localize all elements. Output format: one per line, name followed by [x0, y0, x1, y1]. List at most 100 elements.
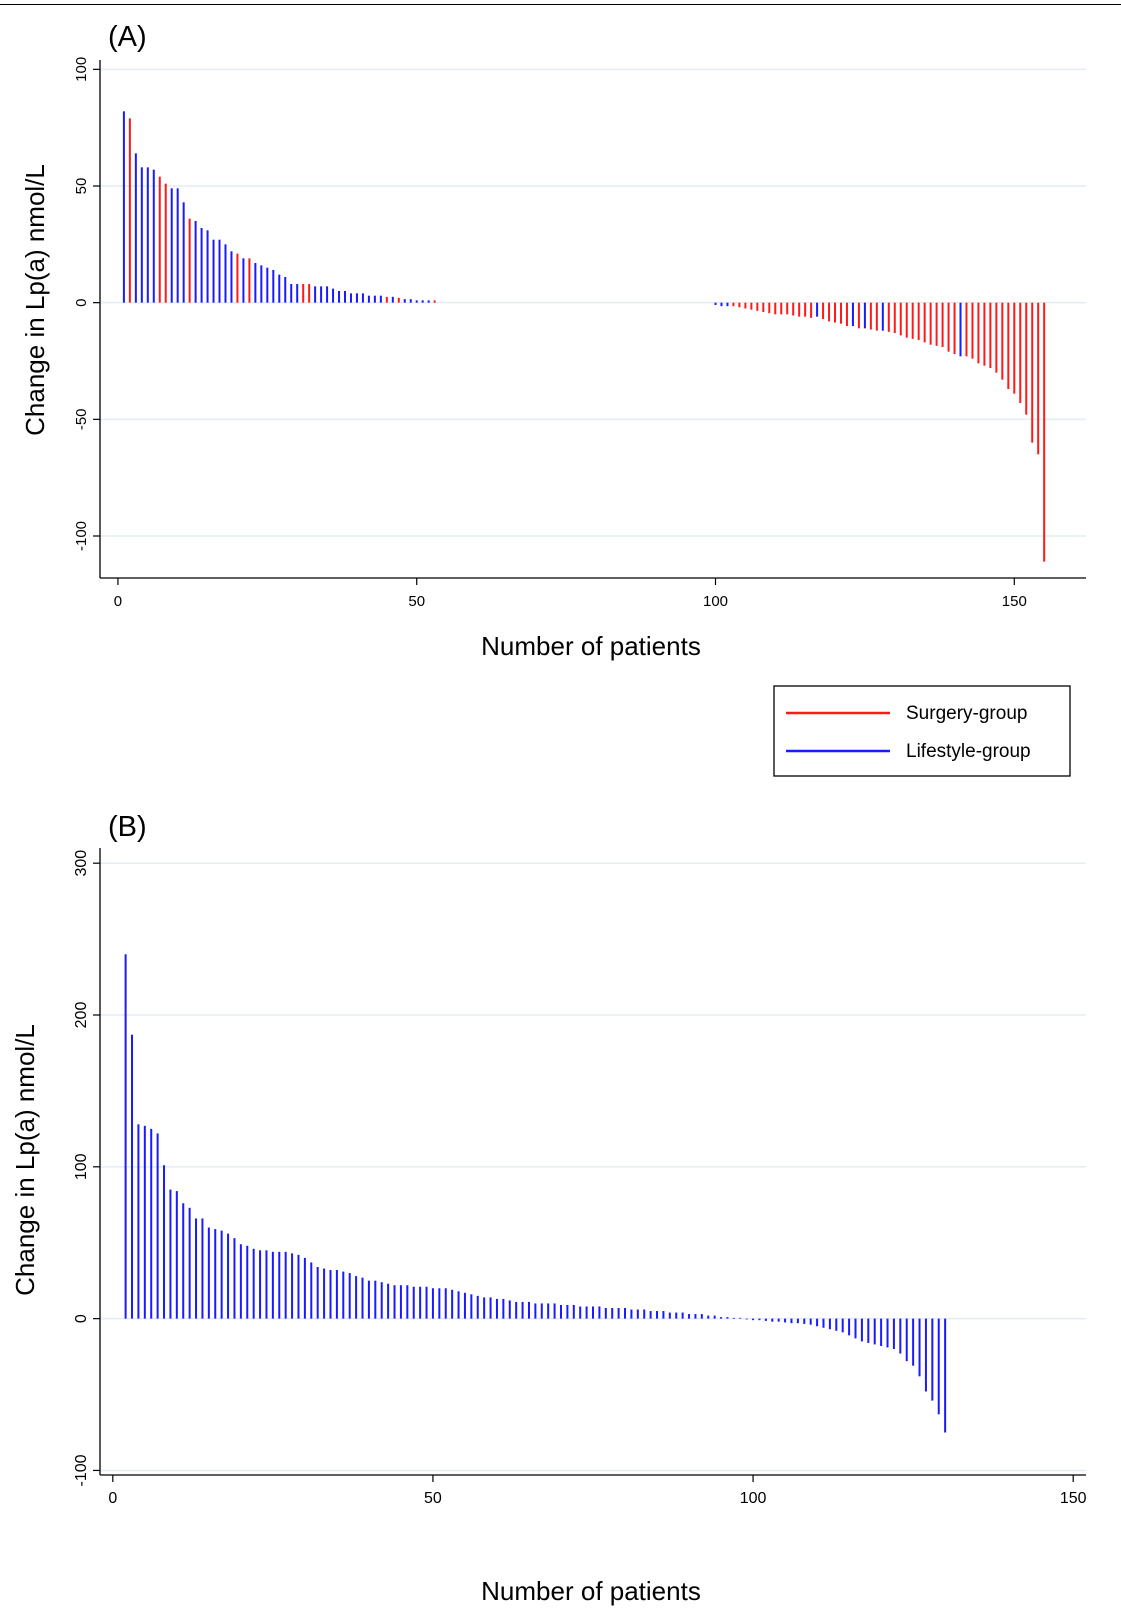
- bar-surgery: [923, 302, 926, 343]
- bar-lifestyle: [796, 1318, 799, 1324]
- bar-lifestyle: [335, 1270, 338, 1319]
- bar-surgery: [433, 300, 436, 303]
- bar-lifestyle: [431, 1288, 434, 1319]
- bar-lifestyle: [592, 1306, 594, 1319]
- bar-surgery: [875, 302, 878, 331]
- bar-lifestyle: [134, 153, 137, 303]
- bar-lifestyle: [809, 1318, 812, 1325]
- bar-lifestyle: [937, 1318, 940, 1415]
- bar-surgery: [893, 302, 896, 333]
- bar-lifestyle: [220, 1230, 223, 1319]
- bar-lifestyle: [656, 1311, 659, 1319]
- bar-lifestyle: [694, 1314, 697, 1319]
- bar-surgery: [188, 218, 191, 303]
- bar-surgery: [828, 302, 831, 322]
- bar-lifestyle: [218, 239, 221, 303]
- bar-lifestyle: [415, 300, 418, 303]
- bar-surgery: [965, 302, 968, 357]
- bar-surgery: [834, 302, 837, 323]
- bar-lifestyle: [278, 274, 281, 303]
- bar-surgery: [977, 302, 980, 364]
- bar-surgery: [822, 302, 825, 319]
- bar-lifestyle: [771, 1318, 774, 1322]
- x-tick-label: 0: [108, 1490, 117, 1507]
- bar-lifestyle: [598, 1306, 601, 1319]
- bar-lifestyle: [508, 1300, 511, 1319]
- bar-lifestyle: [649, 1311, 652, 1319]
- bar-surgery: [1013, 302, 1016, 394]
- bar-lifestyle: [252, 1248, 255, 1319]
- bar-lifestyle: [242, 258, 245, 303]
- bar-lifestyle: [310, 1262, 313, 1319]
- bar-lifestyle: [444, 1288, 447, 1319]
- bar-surgery: [308, 284, 311, 303]
- bar-lifestyle: [726, 1317, 729, 1319]
- bar-lifestyle: [380, 1282, 383, 1319]
- bar-lifestyle: [681, 1312, 684, 1319]
- bar-lifestyle: [764, 1318, 767, 1321]
- bar-surgery: [792, 302, 795, 316]
- y-tick-label: 300: [73, 850, 90, 877]
- bar-lifestyle: [143, 1125, 146, 1319]
- y-tick-label: 0: [73, 1314, 90, 1323]
- bar-surgery: [804, 302, 807, 317]
- bar-lifestyle: [361, 1277, 364, 1319]
- bar-lifestyle: [260, 265, 263, 303]
- bar-lifestyle: [816, 1318, 819, 1327]
- bar-lifestyle: [182, 202, 185, 303]
- bar-lifestyle: [332, 288, 335, 303]
- bar-lifestyle: [931, 1318, 934, 1401]
- bar-lifestyle: [254, 263, 257, 303]
- panel-label: (A): [108, 21, 147, 53]
- bar-lifestyle: [790, 1318, 793, 1324]
- bar-lifestyle: [572, 1304, 575, 1319]
- bar-lifestyle: [880, 1318, 883, 1346]
- y-axis-title: Change in Lp(a) nmol/L: [20, 164, 50, 436]
- bar-lifestyle: [348, 1273, 351, 1319]
- x-tick-label: 100: [740, 1490, 767, 1507]
- bar-lifestyle: [214, 1229, 217, 1319]
- bar-lifestyle: [182, 1203, 185, 1319]
- bar-lifestyle: [854, 1318, 857, 1339]
- bar-lifestyle: [266, 267, 269, 303]
- bar-surgery: [786, 302, 789, 315]
- bar-lifestyle: [739, 1317, 742, 1319]
- bar-lifestyle: [403, 299, 406, 303]
- bar-lifestyle: [201, 1218, 204, 1319]
- bar-surgery: [857, 302, 860, 329]
- bar-lifestyle: [867, 1318, 870, 1343]
- x-tick-label: 50: [424, 1490, 442, 1507]
- bar-surgery: [158, 176, 161, 303]
- bar-surgery: [887, 302, 890, 332]
- bar-lifestyle: [361, 293, 364, 303]
- bar-surgery: [397, 298, 400, 303]
- bar-surgery: [1037, 302, 1040, 455]
- bar-surgery: [905, 302, 908, 338]
- bar-lifestyle: [700, 1314, 703, 1319]
- bar-lifestyle: [881, 302, 884, 331]
- bar-lifestyle: [918, 1318, 921, 1377]
- bar-lifestyle: [329, 1270, 332, 1319]
- bar-lifestyle: [828, 1318, 831, 1330]
- bar-lifestyle: [726, 302, 729, 307]
- bar-surgery: [762, 302, 765, 312]
- bar-lifestyle: [265, 1250, 268, 1319]
- bar-lifestyle: [230, 251, 233, 303]
- bar-lifestyle: [284, 277, 287, 303]
- bar-lifestyle: [239, 1244, 242, 1319]
- bar-surgery: [869, 302, 872, 330]
- bar-lifestyle: [355, 1276, 358, 1319]
- bar-lifestyle: [668, 1312, 671, 1319]
- bar-lifestyle: [391, 296, 394, 303]
- bar-surgery: [302, 284, 305, 303]
- bar-surgery: [845, 302, 848, 326]
- bar-surgery: [738, 302, 741, 308]
- bar-lifestyle: [227, 1233, 230, 1319]
- bar-surgery: [164, 183, 167, 303]
- bar-surgery: [1043, 302, 1046, 562]
- bar-lifestyle: [188, 1207, 191, 1319]
- bar-lifestyle: [476, 1295, 479, 1319]
- bar-lifestyle: [367, 295, 370, 303]
- bar-lifestyle: [630, 1309, 633, 1319]
- bar-lifestyle: [643, 1309, 646, 1319]
